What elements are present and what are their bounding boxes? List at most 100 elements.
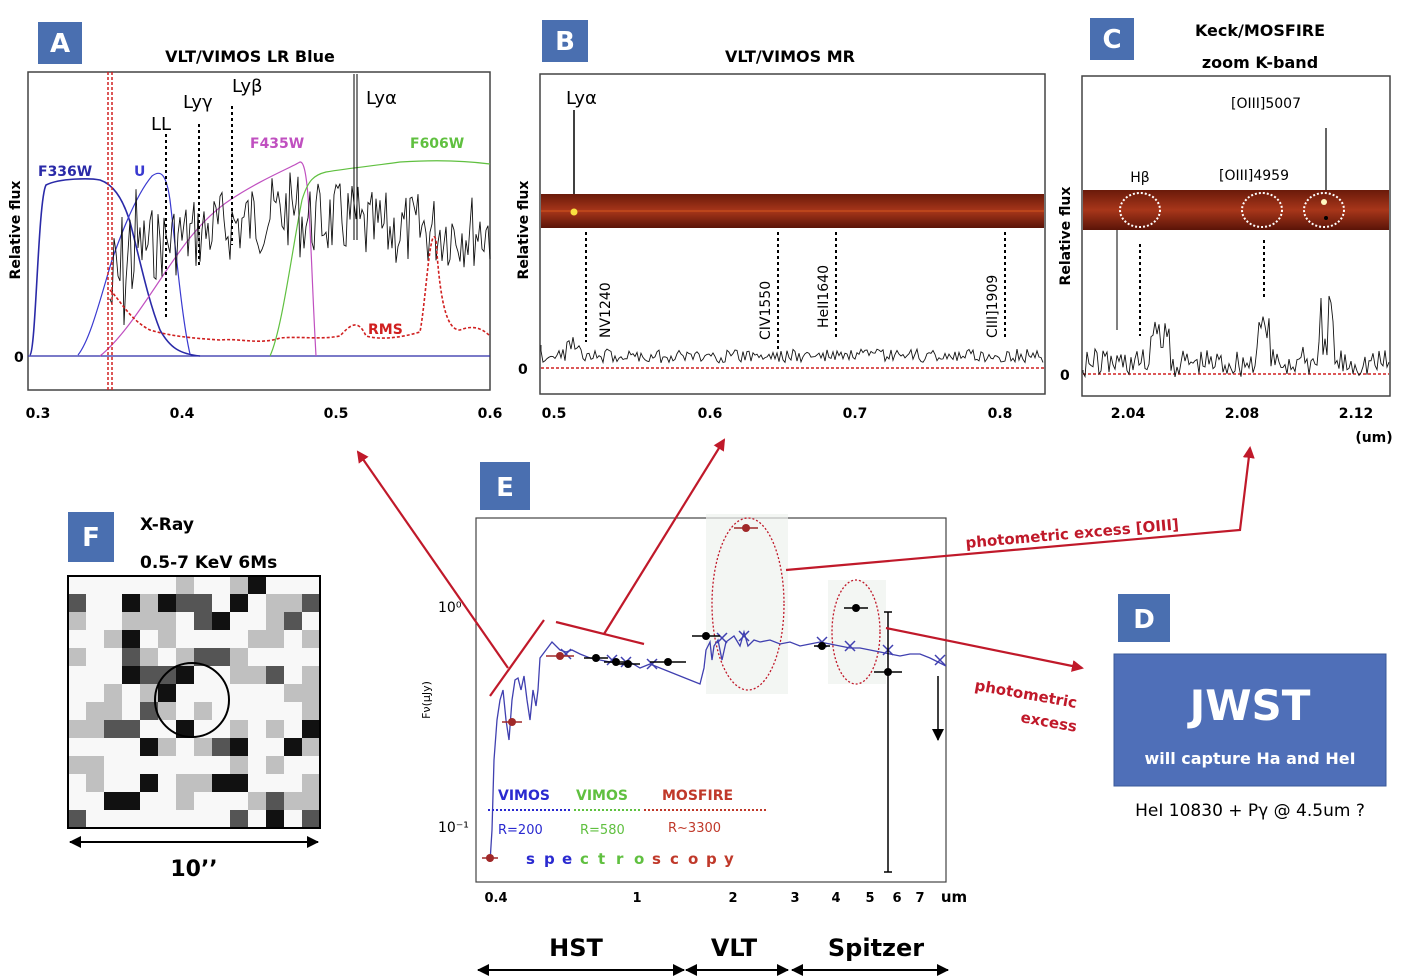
panel-c: C Keck/MOSFIRE zoom K-band Relative flux… bbox=[1058, 18, 1393, 446]
arrow-to-panel-d bbox=[885, 626, 1084, 672]
telescope-hst-label: HST bbox=[549, 934, 603, 962]
panel-c-xtick-0: 2.04 bbox=[1111, 406, 1146, 422]
panel-e-xtick-6: 6 bbox=[892, 891, 901, 906]
xray-pixel bbox=[248, 702, 266, 720]
xray-pixel bbox=[266, 702, 284, 720]
xray-pixel bbox=[176, 576, 194, 594]
xray-pixel bbox=[68, 738, 86, 756]
badge-d-label: D bbox=[1133, 605, 1155, 635]
xray-pixel bbox=[266, 684, 284, 702]
panel-e: E Fν(μJy) 10⁰ 10⁻¹ 0.4 1 2 3 4 5 6 7 um bbox=[420, 462, 967, 976]
xray-pixel bbox=[212, 630, 230, 648]
xray-pixel bbox=[212, 612, 230, 630]
xray-pixel bbox=[122, 756, 140, 774]
panel-e-ylabel: Fν(μJy) bbox=[420, 681, 433, 719]
xray-pixel bbox=[176, 810, 194, 828]
panel-c-title-1: Keck/MOSFIRE bbox=[1195, 21, 1325, 40]
xray-pixel bbox=[140, 810, 158, 828]
xray-pixel bbox=[68, 594, 86, 612]
sed-point bbox=[702, 632, 710, 640]
panel-e-xtick-1: 1 bbox=[632, 891, 641, 906]
xray-source-circle bbox=[154, 662, 230, 738]
xray-pixel bbox=[68, 576, 86, 594]
xray-pixel bbox=[86, 702, 104, 720]
legend-spectroscopy-letter: t bbox=[598, 850, 605, 868]
panel-e-xtick-5: 5 bbox=[865, 891, 874, 906]
xray-pixel bbox=[176, 702, 194, 720]
legend-vimos-1: VIMOS bbox=[498, 788, 550, 804]
xray-pixel bbox=[194, 594, 212, 612]
xray-pixel bbox=[158, 738, 176, 756]
xray-pixel bbox=[140, 666, 158, 684]
panel-b-title: VLT/VIMOS MR bbox=[725, 47, 855, 66]
xray-pixel bbox=[302, 756, 320, 774]
panel-b-xticks: 0.5 0.6 0.7 0.8 bbox=[542, 406, 1013, 422]
panel-a: A VLT/VIMOS LR Blue Relative flux 0 0.3 … bbox=[8, 22, 502, 422]
xray-pixel bbox=[158, 648, 176, 666]
xray-pixel bbox=[140, 648, 158, 666]
xray-pixel bbox=[302, 810, 320, 828]
xray-pixel bbox=[194, 738, 212, 756]
xray-pixel bbox=[194, 756, 212, 774]
badge-c bbox=[1090, 18, 1134, 60]
xray-frame bbox=[67, 575, 321, 829]
xray-pixel bbox=[122, 576, 140, 594]
panel-a-f435w-label: F435W bbox=[250, 136, 304, 152]
panel-f: F X-Ray 0.5-7 KeV 6Ms 10’’ bbox=[67, 512, 321, 882]
xray-pixel bbox=[158, 684, 176, 702]
sed-point bbox=[486, 854, 494, 862]
legend-vimos-1-r: R=200 bbox=[498, 823, 543, 838]
filter-f336w-curve bbox=[29, 178, 201, 357]
panel-b-civ-label: CIV1550 bbox=[758, 281, 774, 340]
panel-b-heii-label: HeII1640 bbox=[816, 265, 832, 328]
xray-pixel bbox=[122, 810, 140, 828]
annotation-excess-2: excess bbox=[1019, 708, 1078, 736]
xray-pixel bbox=[86, 630, 104, 648]
arrow-to-panel-c bbox=[785, 446, 1255, 572]
panel-c-hb-circle bbox=[1119, 192, 1161, 228]
xray-pixel bbox=[266, 792, 284, 810]
xray-pixel bbox=[248, 774, 266, 792]
xray-pixel bbox=[68, 648, 86, 666]
panel-a-rms-label: RMS bbox=[368, 322, 403, 338]
xray-pixel bbox=[230, 684, 248, 702]
xray-pixel bbox=[104, 810, 122, 828]
xray-pixel bbox=[68, 720, 86, 738]
panel-e-xticks: 0.4 1 2 3 4 5 6 7 um bbox=[484, 888, 967, 906]
xray-pixel bbox=[122, 720, 140, 738]
panel-e-xtick-4: 4 bbox=[831, 891, 840, 906]
sed-model-cross bbox=[844, 640, 856, 652]
xray-pixel bbox=[230, 576, 248, 594]
panel-a-spectrum bbox=[109, 172, 491, 326]
xray-pixel bbox=[302, 774, 320, 792]
xray-pixel bbox=[86, 666, 104, 684]
xray-pixel bbox=[140, 774, 158, 792]
panel-c-frame bbox=[1081, 75, 1391, 397]
xray-pixel bbox=[122, 774, 140, 792]
xray-pixel bbox=[176, 630, 194, 648]
xray-pixel bbox=[122, 792, 140, 810]
xray-pixel bbox=[86, 648, 104, 666]
panel-b-frame bbox=[539, 73, 1046, 395]
xray-pixel bbox=[68, 792, 86, 810]
panel-b-xtick-2: 0.7 bbox=[843, 406, 868, 422]
sed-model-cross bbox=[738, 630, 750, 642]
telescope-spitzer-label: Spitzer bbox=[828, 934, 924, 962]
xray-pixel bbox=[230, 774, 248, 792]
xray-pixel bbox=[266, 576, 284, 594]
panel-b-lya-emission-spot bbox=[570, 208, 578, 216]
xray-pixel bbox=[194, 792, 212, 810]
filter-f606w-curve bbox=[269, 160, 491, 357]
badge-a-label: A bbox=[50, 29, 70, 59]
xray-pixel bbox=[266, 720, 284, 738]
sed-point bbox=[818, 642, 826, 650]
badge-f bbox=[68, 512, 114, 562]
xray-pixel bbox=[230, 810, 248, 828]
xray-pixel bbox=[68, 612, 86, 630]
xray-pixel bbox=[266, 666, 284, 684]
xray-pixel bbox=[266, 738, 284, 756]
xray-pixel bbox=[230, 702, 248, 720]
xray-pixel bbox=[158, 810, 176, 828]
xray-pixel bbox=[140, 738, 158, 756]
xray-pixel bbox=[176, 594, 194, 612]
